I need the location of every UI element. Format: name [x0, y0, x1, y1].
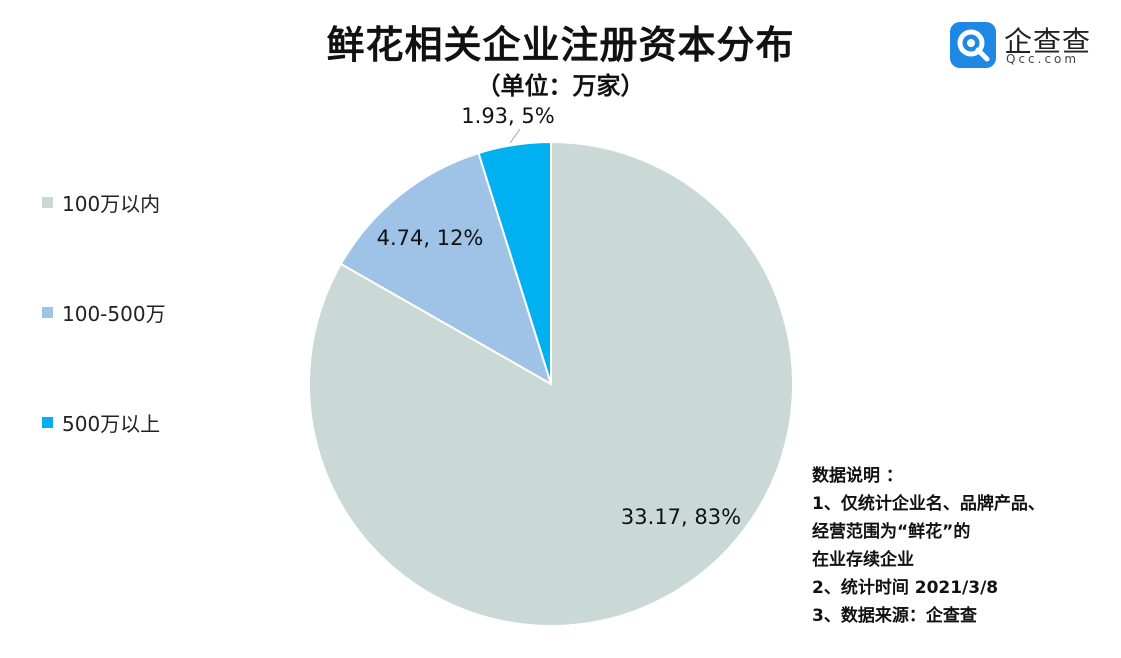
legend-item-2: 500万以上 [42, 409, 161, 436]
data-label-2: 1.93, 5% [461, 104, 554, 128]
note-line-4: 2、统计时间 2021/3/8 [812, 578, 999, 598]
note-line-5: 3、数据来源：企查查 [812, 606, 977, 626]
data-label-0: 33.17, 83% [621, 505, 741, 529]
magnifier-q-icon [950, 22, 996, 68]
chart-title: 鲜花相关企业注册资本分布 [326, 23, 795, 67]
note-line-2: 经营范围为“鲜花”的 [812, 522, 971, 542]
legend-label-2: 500万以上 [62, 411, 161, 436]
legend-item-1: 100-500万 [42, 299, 166, 326]
logo-name: 企查查 [1004, 25, 1092, 58]
legend-label-0: 100万以内 [62, 191, 161, 216]
legend-swatch-1 [42, 306, 53, 318]
data-notes: 数据说明 ： 1、仅统计企业名、品牌产品、 经营范围为“鲜花”的 在业存续企业 … [812, 462, 1045, 630]
chart-subtitle: （单位：万家） [476, 72, 645, 100]
note-line-0: 数据说明 ： [812, 466, 903, 486]
legend-label-1: 100-500万 [62, 301, 166, 326]
legend-swatch-2 [42, 416, 53, 428]
note-line-3: 在业存续企业 [812, 550, 914, 570]
logo-domain: Qcc.com [1006, 52, 1080, 66]
pie-slice-1 [339, 151, 553, 387]
note-line-1: 1、仅统计企业名、品牌产品、 [812, 494, 1045, 514]
leader-line-2 [509, 128, 521, 144]
legend-item-0: 100万以内 [42, 189, 161, 216]
legend-swatch-0 [42, 196, 53, 208]
qcc-logo: 企查查 Qcc.com [950, 22, 1110, 68]
pie-slice-0 [308, 140, 794, 627]
data-label-1: 4.74, 12% [377, 226, 484, 250]
